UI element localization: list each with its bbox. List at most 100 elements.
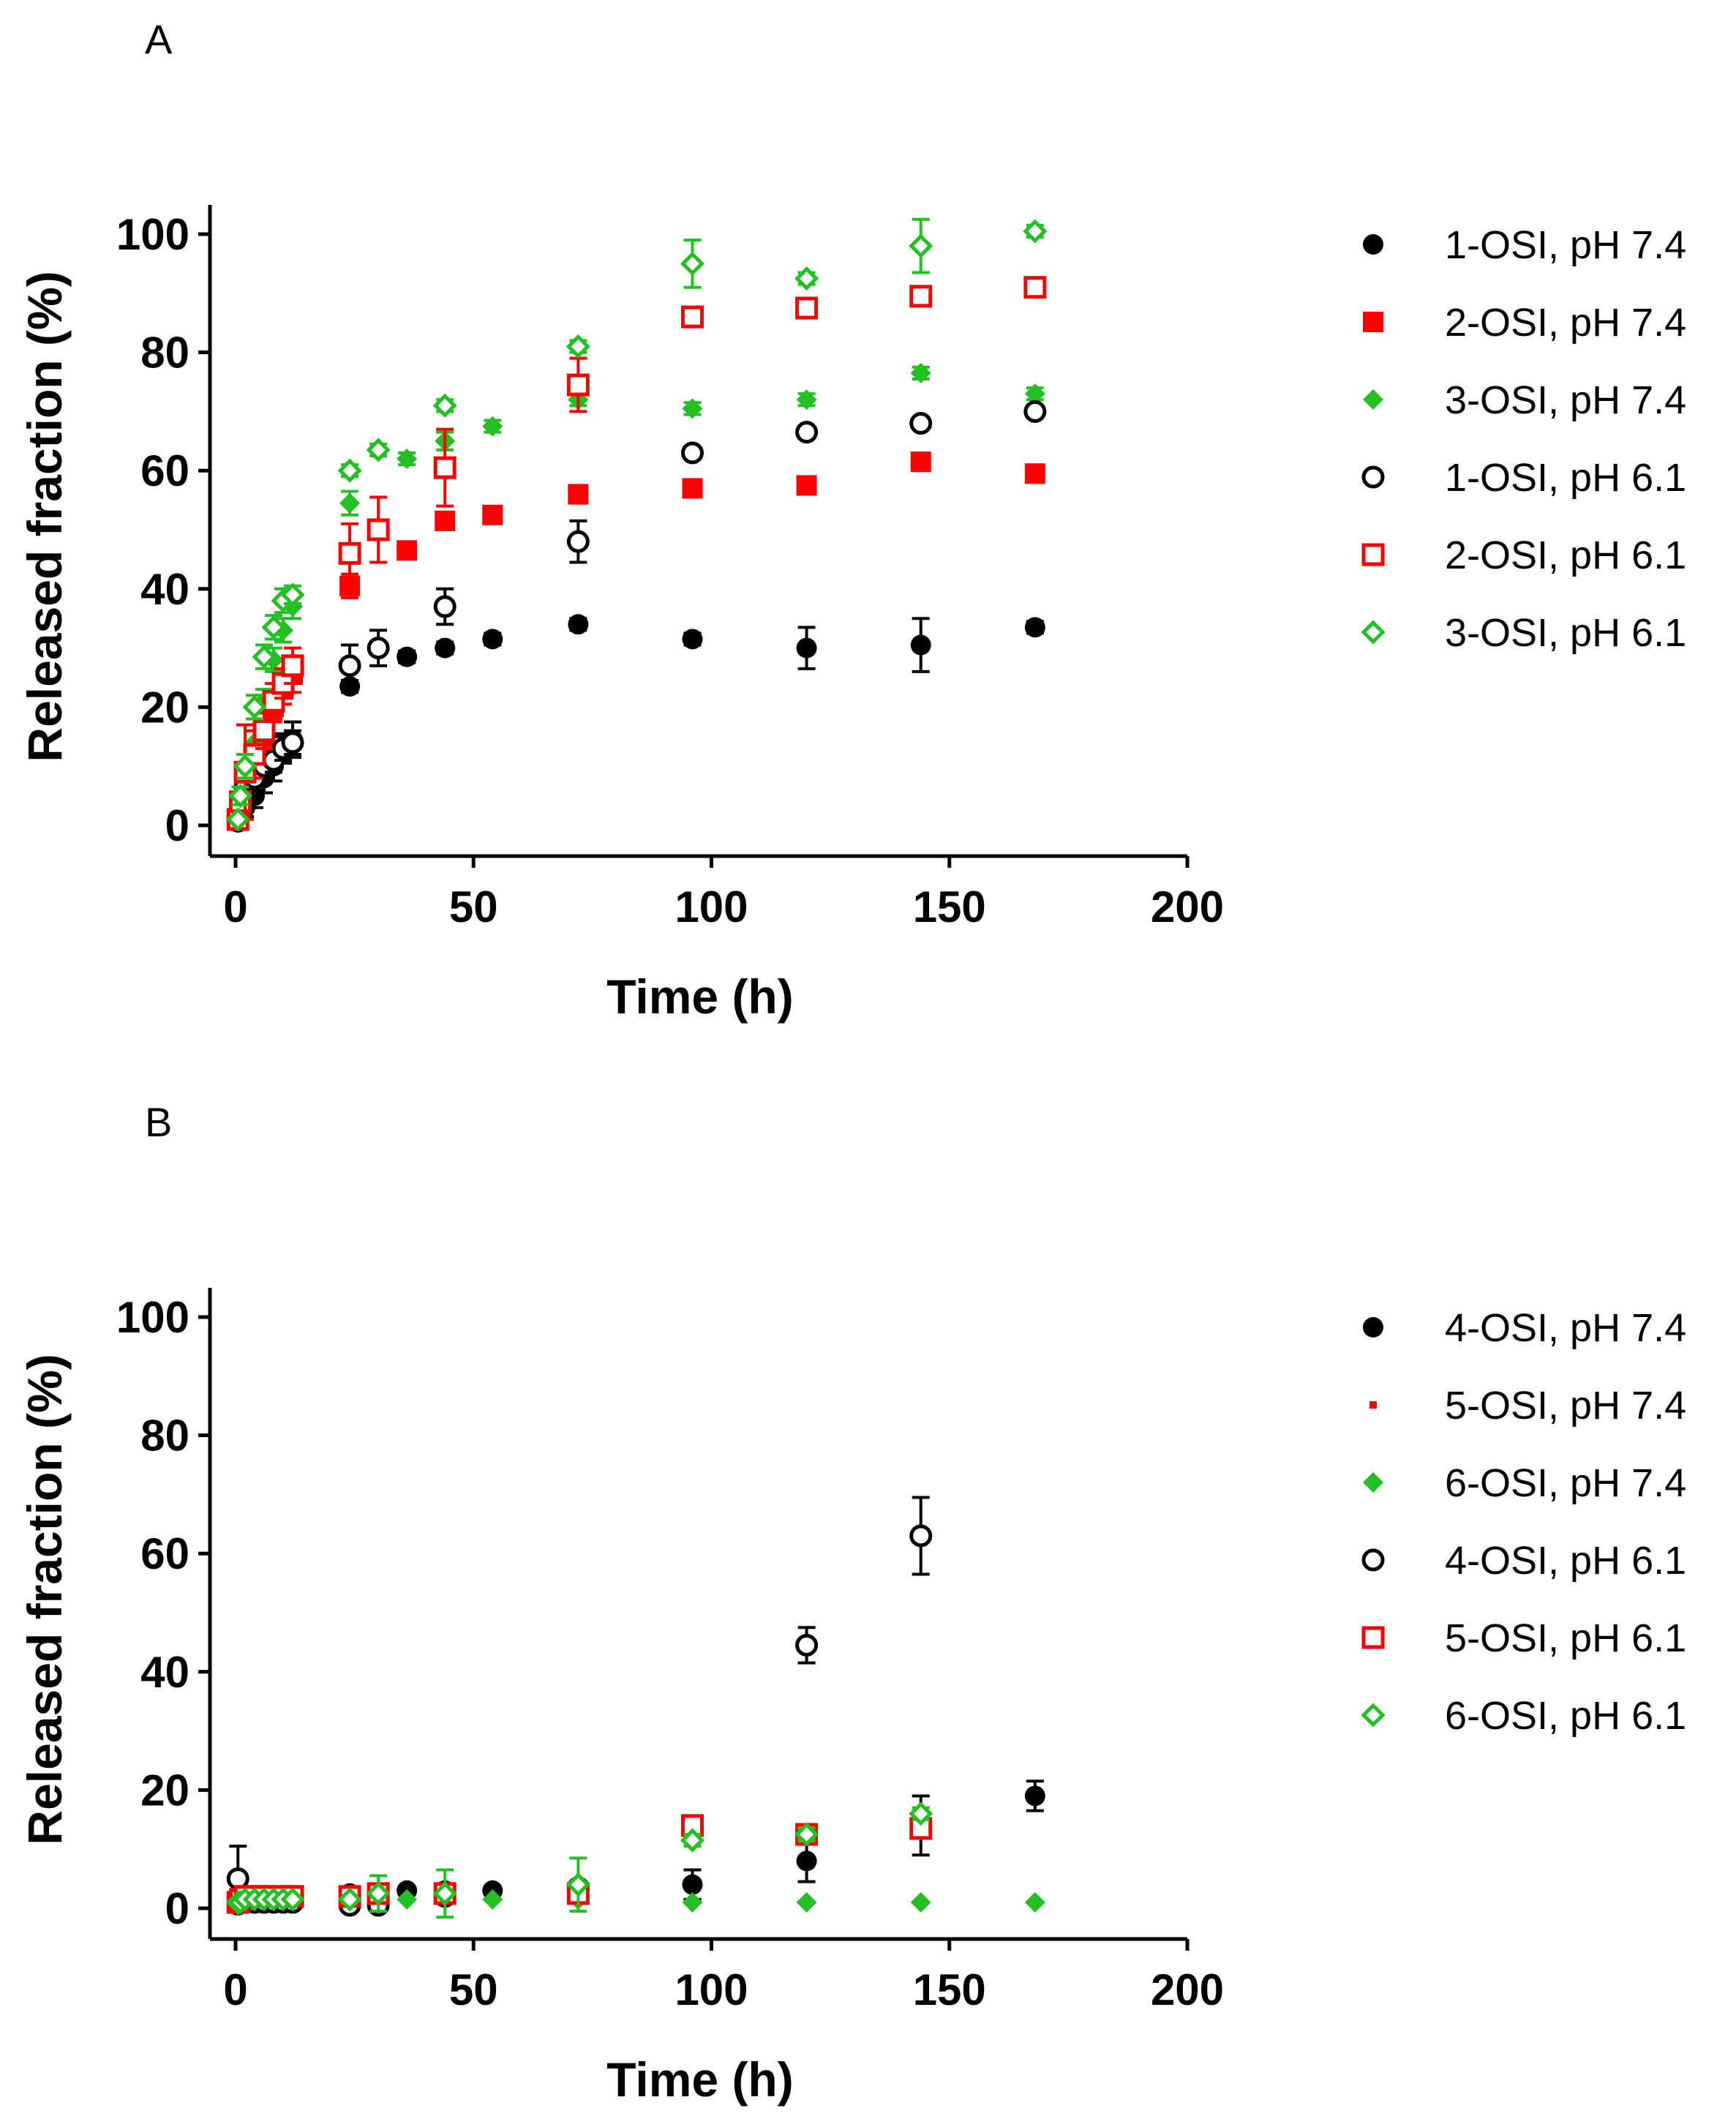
legend-label: 2-OSI, pH 7.4 [1445,301,1686,345]
legend-item: 1-OSI, pH 7.4 [1363,223,1686,267]
data-point [796,475,817,496]
legend-item: 1-OSI, pH 6.1 [1361,456,1686,500]
legend-label: 6-OSI, pH 7.4 [1445,1461,1686,1505]
data-point [909,285,933,308]
legend-marker [1361,1703,1386,1728]
data-point [367,637,390,660]
data-point [910,1891,931,1913]
data-point [795,1633,819,1657]
data-point [682,1891,703,1913]
data-point [794,266,819,291]
data-point [682,1874,703,1895]
x-tick-label: 100 [675,882,748,931]
x-tick-label: 0 [223,1965,247,2014]
data-point [281,731,304,754]
data-point [910,451,931,473]
legend-item: 4-OSI, pH 6.1 [1361,1539,1686,1583]
legend-item: 2-OSI, pH 7.4 [1363,301,1686,345]
legend-marker [1363,312,1383,332]
data-point [482,416,503,437]
data-point [680,305,704,329]
x-tick-label: 100 [675,1965,748,2014]
y-tick-label: 0 [165,1884,189,1933]
y-tick-label: 60 [140,1529,189,1578]
data-point [566,530,590,553]
data-point [794,1822,819,1847]
data-point [252,645,277,670]
x-tick-label: 150 [913,1965,986,2014]
legend-label: 3-OSI, pH 7.4 [1445,378,1686,422]
panel-a-legend: 1-OSI, pH 7.4 2-OSI, pH 7.4 3-OSI, pH 7.4 1… [1361,223,1686,655]
data-point [1023,400,1047,423]
data-point [909,412,933,435]
data-point [397,1889,418,1910]
legend-label: 3-OSI, pH 6.1 [1445,611,1686,655]
panel-a-plot: 0 20 40 60 80 100 0 50 100 150 200 [116,205,1224,931]
data-point [680,251,705,276]
legend-item: 2-OSI, pH 6.1 [1361,533,1686,577]
data-point [281,654,304,678]
data-point [566,373,590,397]
legend-item: 3-OSI, pH 6.1 [1361,611,1686,655]
data-point [568,614,589,635]
legend-marker [1363,1317,1383,1338]
panel-b-y-axis-title: Released fraction (%) [18,1354,72,1845]
data-point [682,629,703,650]
legend-label: 5-OSI, pH 6.1 [1445,1616,1686,1660]
data-point [338,541,361,565]
data-point [795,296,819,320]
data-point [1023,276,1047,299]
y-tick-label: 80 [140,1411,189,1460]
data-point [482,504,503,525]
panel-b-plot: 0 20 40 60 80 100 0 50 100 150 200 [116,1288,1224,2014]
data-point [796,1850,817,1872]
data-point [337,1887,362,1912]
legend-item: 5-OSI, pH 6.1 [1361,1616,1686,1660]
panel-a-letter: A [145,16,173,62]
x-tick-label: 200 [1151,1965,1224,2014]
y-tick-label: 20 [140,683,189,732]
data-point [397,449,418,470]
legend-item: 6-OSI, pH 7.4 [1363,1461,1686,1505]
data-point [1024,1785,1045,1807]
data-point [909,1801,933,1826]
x-tick-label: 0 [223,882,247,931]
data-point [228,784,253,809]
data-point [397,646,418,667]
data-point [366,1881,391,1906]
legend-item: 4-OSI, pH 7.4 [1363,1306,1686,1350]
y-tick-label: 0 [165,801,189,850]
panel-a-y-axis-title: Released fraction (%) [18,271,72,762]
data-point [795,421,819,444]
data-point [280,1887,305,1912]
data-point [339,492,361,514]
data-point [225,807,250,832]
y-tick-label: 100 [116,210,189,259]
data-point [233,754,258,779]
x-tick-label: 50 [449,882,498,931]
legend-marker [1361,620,1386,645]
data-point [682,398,703,419]
data-point [482,1889,503,1910]
legend-item: 6-OSI, pH 6.1 [1361,1694,1686,1738]
data-point [280,582,305,607]
data-point [432,1881,457,1906]
y-tick-label: 60 [140,446,189,495]
y-tick-label: 80 [140,329,189,378]
legend-label: 4-OSI, pH 6.1 [1445,1539,1686,1583]
data-point [366,438,391,462]
data-point [1024,1891,1045,1913]
data-point [796,1891,817,1913]
data-point [1023,219,1048,244]
data-point [680,441,704,465]
legend-marker [1363,234,1383,255]
data-point [1024,463,1045,484]
legend-item: 3-OSI, pH 7.4 [1363,378,1686,422]
data-point [482,629,503,650]
data-point [910,362,931,383]
data-point [338,654,361,678]
legend-item: 5-OSI, pH 7.4 [1369,1384,1686,1428]
data-point [397,540,418,561]
